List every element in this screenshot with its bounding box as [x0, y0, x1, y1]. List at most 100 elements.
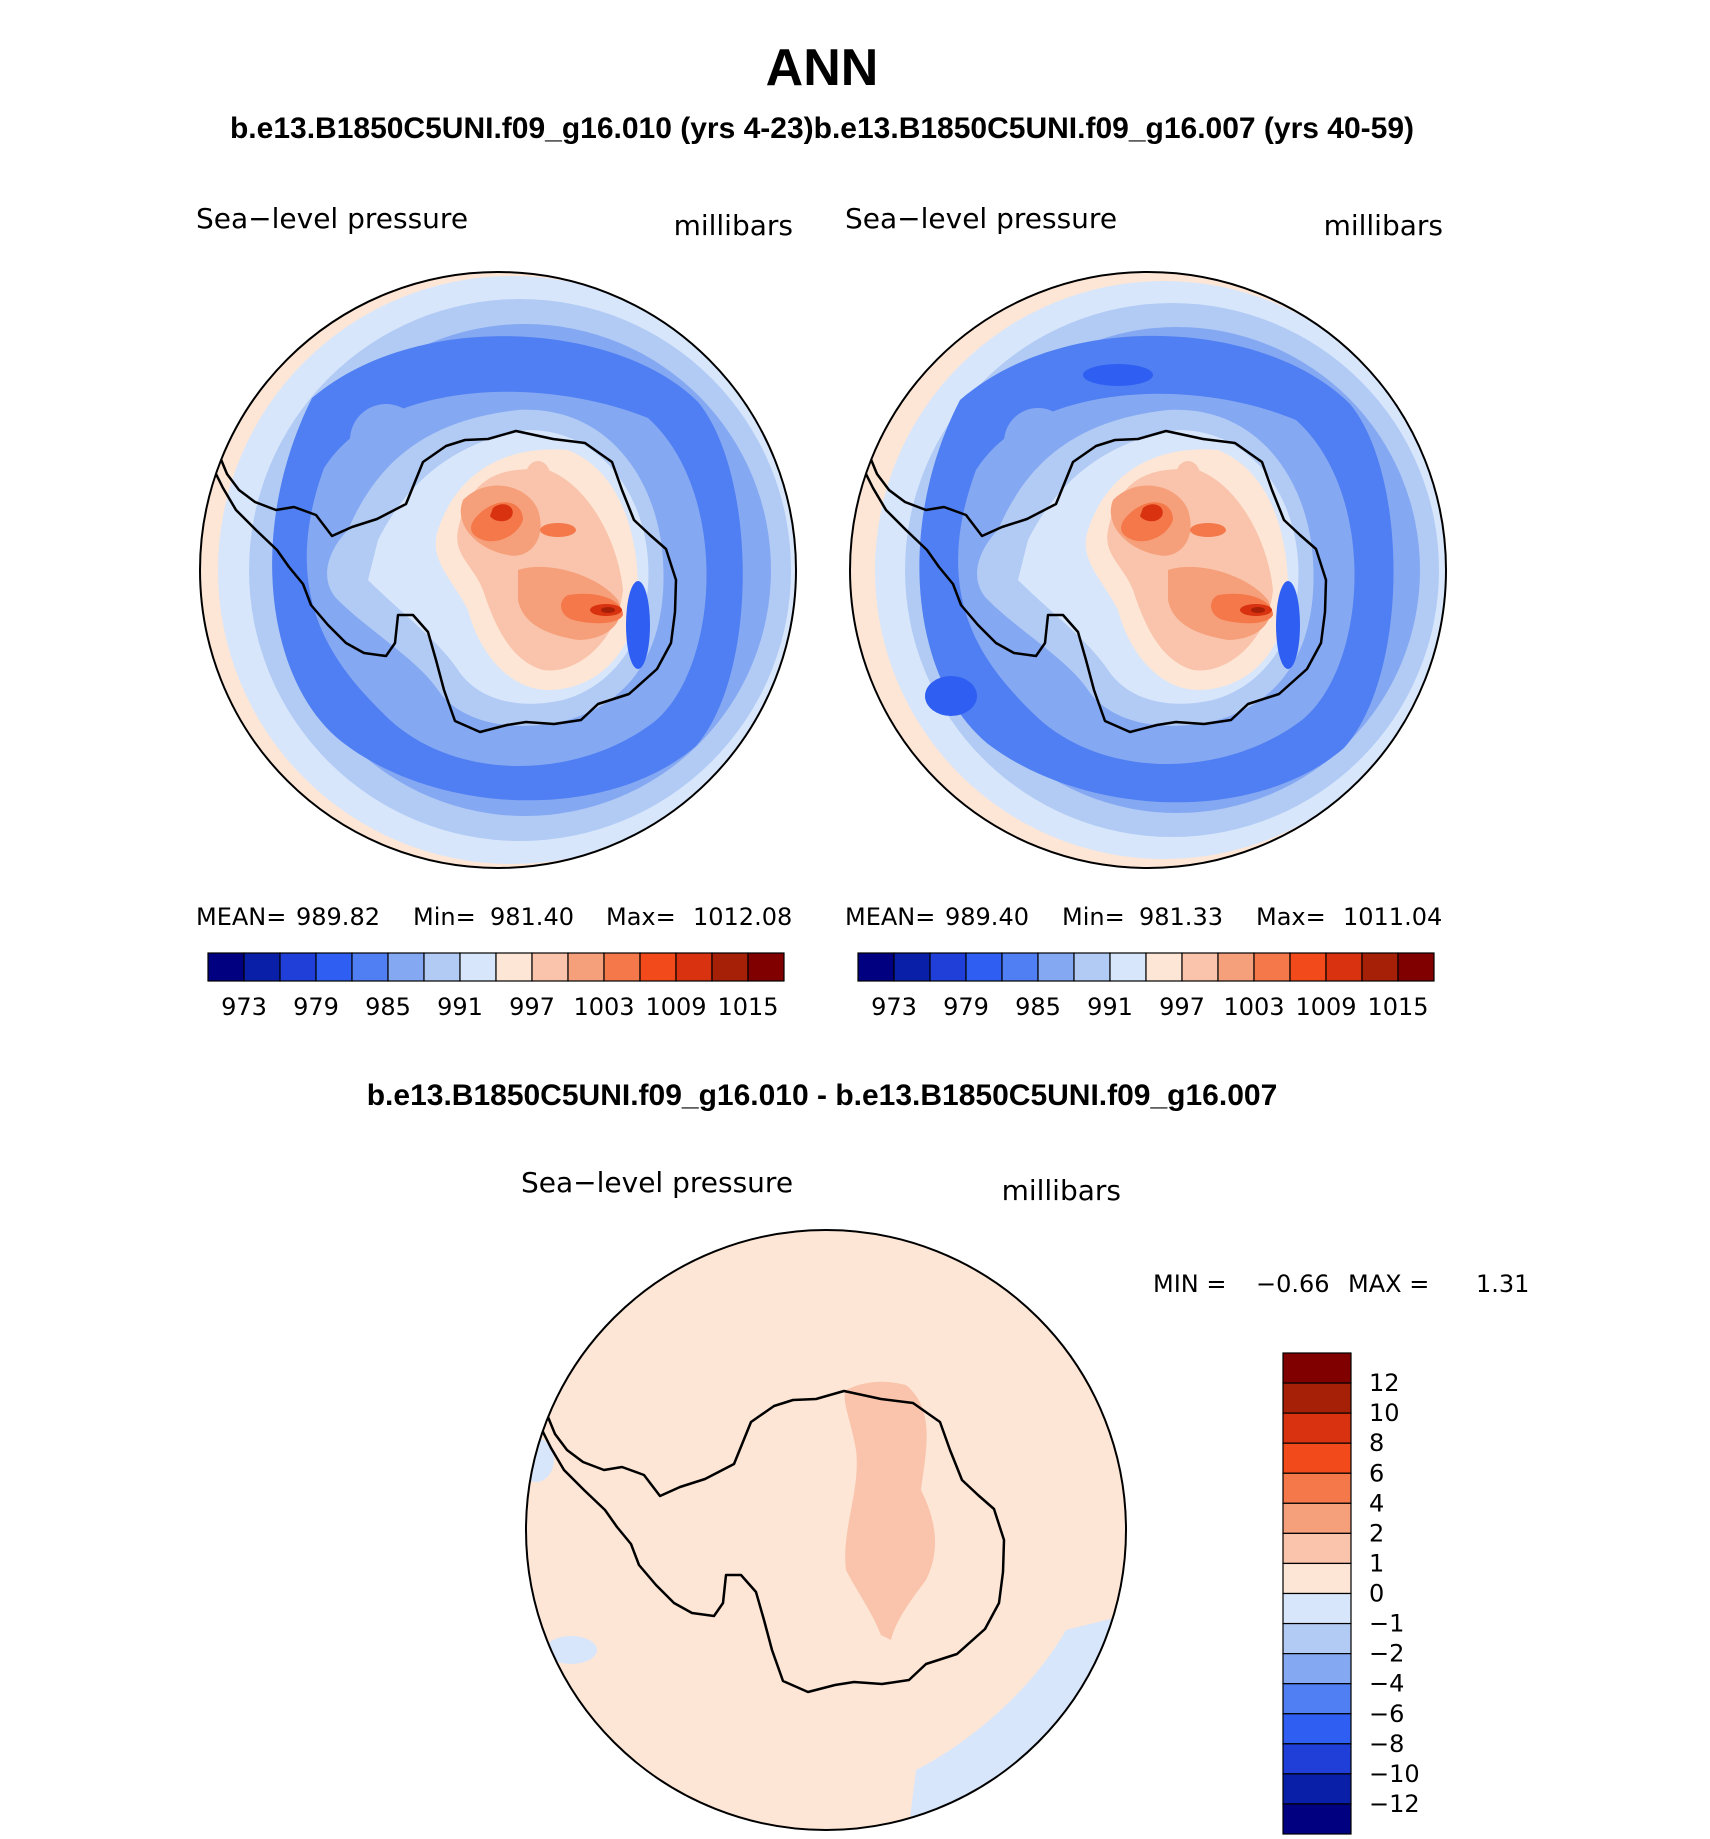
colorbar-label: 985 [365, 993, 411, 1021]
colorbar-label: 6 [1369, 1459, 1384, 1487]
colorbar-swatch [1282, 1502, 1352, 1534]
colorbar-label: 1009 [645, 993, 706, 1021]
colorbar-swatch [857, 952, 895, 982]
min-max-line: MIN = −0.66 MAX = 1.31 [1153, 1270, 1529, 1298]
colorbar-swatch [1001, 952, 1039, 982]
colorbar-label: 1003 [1223, 993, 1284, 1021]
colorbar-swatch [315, 952, 353, 982]
colorbar-swatch [675, 952, 713, 982]
variable-label: Sea−level pressure [521, 1166, 793, 1199]
colorbar-swatch [243, 952, 281, 982]
max-value: 1.31 [1476, 1270, 1529, 1298]
colorbar-swatch [1282, 1592, 1352, 1625]
colorbar-swatch [1282, 1442, 1352, 1474]
colorbar-label: 979 [293, 993, 339, 1021]
colorbar-label: −4 [1369, 1670, 1404, 1698]
colorbar-right: 973 979 985 991 997 1003 1009 1015 [857, 952, 1435, 1021]
colorbar-swatch [1282, 1532, 1352, 1565]
max-label: Max= [606, 903, 676, 931]
variable-label: Sea−level pressure [196, 202, 468, 235]
units-label: millibars [674, 209, 793, 242]
diff-subtitle: b.e13.B1850C5UNI.f09_g16.010 - b.e13.B18… [367, 1079, 1278, 1112]
colorbar-swatch [747, 952, 785, 982]
colorbar-swatch [1282, 1352, 1352, 1384]
colorbar-swatch [1282, 1622, 1352, 1655]
colorbar-label: −6 [1369, 1700, 1404, 1728]
units-label: millibars [1324, 209, 1443, 242]
polar-map-difference [525, 1229, 1127, 1831]
colorbar-label: 8 [1369, 1429, 1384, 1457]
min-value: 981.40 [490, 903, 574, 931]
colorbar-label: 991 [1087, 993, 1133, 1021]
mean-label: MEAN= [196, 903, 286, 931]
colorbar-swatch [1325, 952, 1363, 982]
panel-left: Sea−level pressure millibars MEAN= 989.8… [196, 202, 797, 1021]
colorbar-swatch [1217, 952, 1255, 982]
colorbar-label: 973 [871, 993, 917, 1021]
colorbar-swatch [459, 952, 497, 982]
colorbar-label: 12 [1369, 1369, 1400, 1397]
colorbar-swatch [1282, 1472, 1352, 1504]
colorbar-label: 979 [943, 993, 989, 1021]
panel-right: Sea−level pressure millibars MEAN= 989.4… [845, 202, 1447, 1021]
colorbar-swatch [965, 952, 1003, 982]
colorbar-swatch [1073, 952, 1111, 982]
colorbar-swatch [1397, 952, 1435, 982]
colorbar-swatch [1282, 1382, 1352, 1414]
colorbar-swatch [1361, 952, 1399, 982]
polar-map-left [199, 271, 797, 869]
max-label: Max= [1256, 903, 1326, 931]
max-label: MAX = [1348, 1270, 1429, 1298]
colorbar-swatch [1282, 1743, 1352, 1775]
stats-line: MEAN= 989.40 Min= 981.33 Max= 1011.04 [845, 903, 1442, 931]
colorbar-swatch [1282, 1562, 1352, 1595]
colorbar-label: −8 [1369, 1730, 1404, 1758]
variable-label: Sea−level pressure [845, 202, 1117, 235]
colorbar-swatch [1282, 1683, 1352, 1715]
colorbar-label: 991 [437, 993, 483, 1021]
colorbar-label: 997 [1159, 993, 1205, 1021]
colorbar-label: 2 [1369, 1519, 1384, 1547]
max-value: 1012.08 [693, 903, 792, 931]
colorbar-label: 973 [221, 993, 267, 1021]
colorbar-swatch [929, 952, 967, 982]
min-label: Min= [1062, 903, 1125, 931]
colorbar-swatch [1282, 1412, 1352, 1444]
colorbar-label: 997 [509, 993, 555, 1021]
colorbar-swatch [351, 952, 389, 982]
colorbar-swatch [423, 952, 461, 982]
colorbar-swatch [1282, 1773, 1352, 1805]
colorbar-swatch [603, 952, 641, 982]
colorbar-swatch [1181, 952, 1219, 982]
colorbar-swatch [711, 952, 749, 982]
min-label: Min= [413, 903, 476, 931]
colorbar-swatch [1282, 1803, 1352, 1835]
colorbar-swatch [207, 952, 245, 982]
mean-value: 989.40 [945, 903, 1029, 931]
run-subtitle: b.e13.B1850C5UNI.f09_g16.010 (yrs 4-23)b… [230, 112, 1414, 145]
figure-title: ANN [766, 39, 879, 97]
colorbar-label: 1015 [1367, 993, 1428, 1021]
colorbar-left: 973 979 985 991 997 1003 1009 1015 [207, 952, 785, 1021]
colorbar-swatch [1109, 952, 1147, 982]
min-value: −0.66 [1256, 1270, 1330, 1298]
colorbar-swatch [531, 952, 569, 982]
mean-label: MEAN= [845, 903, 935, 931]
colorbar-label: 4 [1369, 1489, 1384, 1517]
colorbar-label: 1015 [717, 993, 778, 1021]
colorbar-swatch [893, 952, 931, 982]
colorbar-swatch [1253, 952, 1291, 982]
colorbar-swatch [1145, 952, 1183, 982]
colorbar-swatch [1289, 952, 1327, 982]
colorbar-swatch [567, 952, 605, 982]
colorbar-label: 1003 [573, 993, 634, 1021]
panel-difference: Sea−level pressure millibars MIN = −0.66… [521, 1166, 1529, 1835]
colorbar-label: 985 [1015, 993, 1061, 1021]
colorbar-swatch [495, 952, 533, 982]
colorbar-swatch [1282, 1653, 1352, 1685]
units-label: millibars [1002, 1174, 1121, 1207]
polar-map-right [849, 271, 1447, 869]
min-value: 981.33 [1139, 903, 1223, 931]
